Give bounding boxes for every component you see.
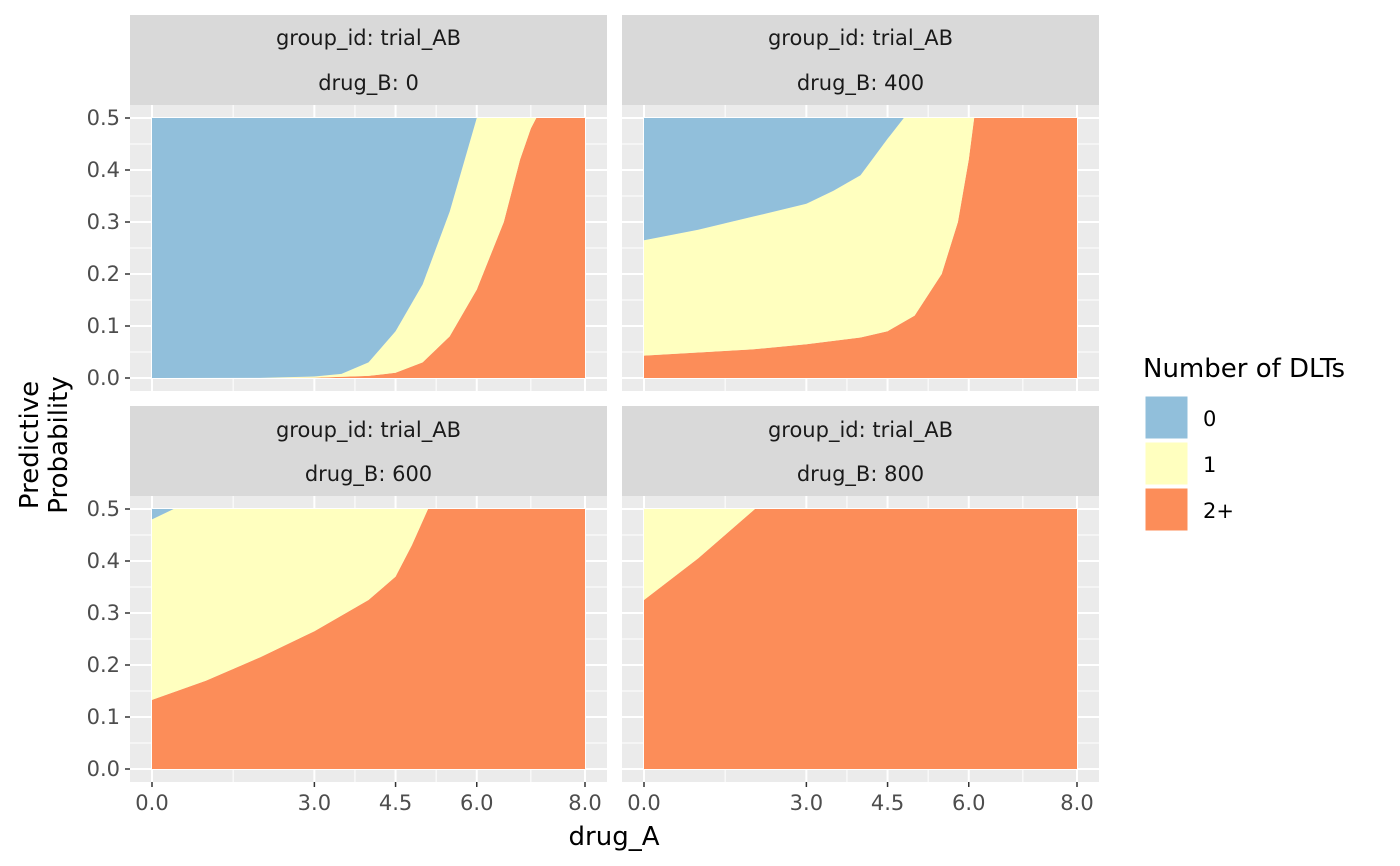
y-tick-label: 0.1: [87, 705, 120, 729]
y-axis-1: 0.0 0.1 0.2 0.3 0.4 0.5: [87, 106, 130, 390]
x-tick-label: 0.0: [627, 791, 660, 815]
area-1-4: [644, 509, 1077, 600]
area-2plus-2: [644, 118, 1077, 378]
legend: Number of DLTs 0 1 2+: [1143, 354, 1345, 532]
x-axis-title: drug_A: [569, 822, 660, 852]
strip-label-bottom-4: drug_B: 800: [797, 462, 924, 487]
strip-label-top-1: group_id: trial_AB: [276, 26, 461, 51]
strip-background-bottom-1: [130, 60, 607, 105]
strip-label-top-4: group_id: trial_AB: [768, 418, 953, 443]
y-tick-label: 0.5: [87, 497, 120, 521]
legend-key-0: [1144, 395, 1189, 440]
y-axis-title-line-1: Predictive: [15, 381, 45, 509]
strip-label-top-3: group_id: trial_AB: [276, 418, 461, 443]
strip-label-bottom-2: drug_B: 400: [797, 71, 924, 96]
facet-panel-4: group_id: trial_AB drug_B: 800 0.0 3.0 4.5…: [622, 406, 1099, 815]
area-2plus-4: [644, 509, 1077, 769]
x-tick-label: 8.0: [568, 791, 601, 815]
legend-title: Number of DLTs: [1143, 354, 1345, 384]
strip-background-top-4: [622, 406, 1099, 451]
strip-background-bottom-2: [622, 60, 1099, 105]
strip-background-bottom-3: [130, 451, 607, 496]
x-tick-label: 8.0: [1060, 791, 1093, 815]
facet-panel-1: group_id: trial_AB drug_B: 0 0.00.10.20.…: [87, 15, 607, 391]
strip-label-top-2: group_id: trial_AB: [768, 26, 953, 51]
y-tick-label: 0.4: [87, 158, 120, 182]
y-tick-label: 0.4: [87, 549, 120, 573]
area-0-1: [152, 118, 585, 378]
y-tick-label: 0.2: [87, 262, 120, 286]
x-tick-label: 4.5: [871, 791, 904, 815]
strip-label-bottom-1: drug_B: 0: [318, 71, 419, 96]
legend-label-1: 1: [1203, 453, 1216, 477]
strip-background-top-2: [622, 15, 1099, 60]
y-tick-label: 0.1: [87, 314, 120, 338]
y-tick-label: 0.5: [87, 106, 120, 130]
facet-panel-2: group_id: trial_AB drug_B: 400: [622, 15, 1099, 391]
area-1-2: [644, 118, 1077, 356]
y-axis-title: Predictive Probability: [15, 376, 74, 513]
x-tick-label: 3.0: [790, 791, 823, 815]
area-2plus-1: [152, 118, 585, 378]
y-tick-label: 0.0: [87, 366, 120, 390]
y-axis-title-line-2: Probability: [44, 376, 74, 513]
area-2plus-3: [152, 509, 585, 769]
y-tick-label: 0.3: [87, 601, 120, 625]
x-axis-3: 0.0 3.0 4.5 6.0 8.0: [135, 782, 602, 815]
legend-key-2: [1144, 487, 1189, 532]
y-axis-3: 0.0 0.1 0.2 0.3 0.4 0.5: [87, 497, 130, 781]
y-tick-label: 0.3: [87, 210, 120, 234]
legend-label-0: 0: [1203, 407, 1216, 431]
y-tick-label: 0.2: [87, 653, 120, 677]
facet-panel-3: group_id: trial_AB drug_B: 600 0.0 0.1 0.2…: [87, 406, 607, 815]
area-1-3: [152, 509, 585, 700]
area-1-1: [152, 118, 585, 378]
x-axis-4: 0.0 3.0 4.5 6.0 8.0: [627, 782, 1094, 815]
x-tick-label: 6.0: [952, 791, 985, 815]
strip-label-bottom-3: drug_B: 600: [305, 462, 432, 487]
strip-background-bottom-4: [622, 451, 1099, 496]
area-0-2: [644, 118, 1077, 241]
x-tick-label: 0.0: [135, 791, 168, 815]
strip-background-top-1: [130, 15, 607, 60]
y-tick-label: 0.0: [87, 757, 120, 781]
legend-key-1: [1144, 441, 1189, 486]
x-tick-label: 3.0: [298, 791, 331, 815]
strip-background-top-3: [130, 406, 607, 451]
legend-label-2: 2+: [1203, 499, 1234, 523]
x-tick-label: 6.0: [460, 791, 493, 815]
x-tick-label: 4.5: [379, 791, 412, 815]
